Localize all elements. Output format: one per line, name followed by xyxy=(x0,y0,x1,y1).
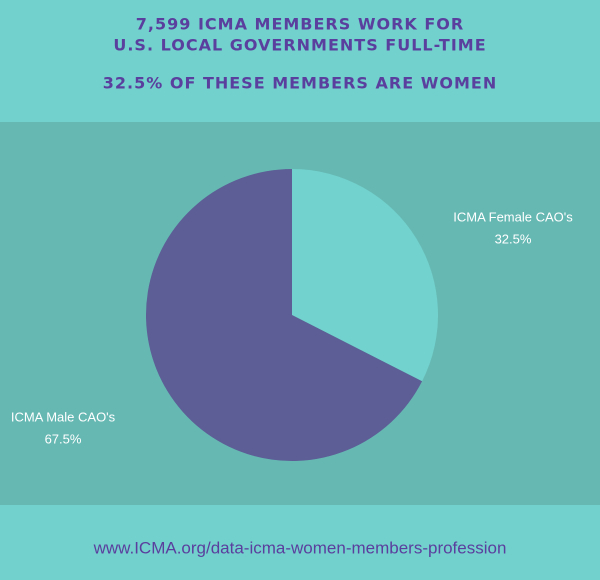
slice-value-label: 67.5% xyxy=(45,431,82,446)
chart-title: U.S. LOCAL GOVERNMENTS FULL-TIME xyxy=(113,36,486,55)
pie-slice xyxy=(292,169,438,382)
slice-value-label: 32.5% xyxy=(495,231,532,246)
header-band xyxy=(0,0,600,122)
chart-title: 7,599 ICMA MEMBERS WORK FOR xyxy=(136,15,464,34)
pie-slice xyxy=(145,169,423,462)
slice-label: ICMA Male CAO's xyxy=(11,409,116,424)
footer-band xyxy=(0,505,600,580)
footer-link: www.ICMA.org/data-icma-women-members-pro… xyxy=(93,538,507,557)
chart-subtitle: 32.5% OF THESE MEMBERS ARE WOMEN xyxy=(103,74,497,93)
slice-label: ICMA Female CAO's xyxy=(453,209,573,224)
